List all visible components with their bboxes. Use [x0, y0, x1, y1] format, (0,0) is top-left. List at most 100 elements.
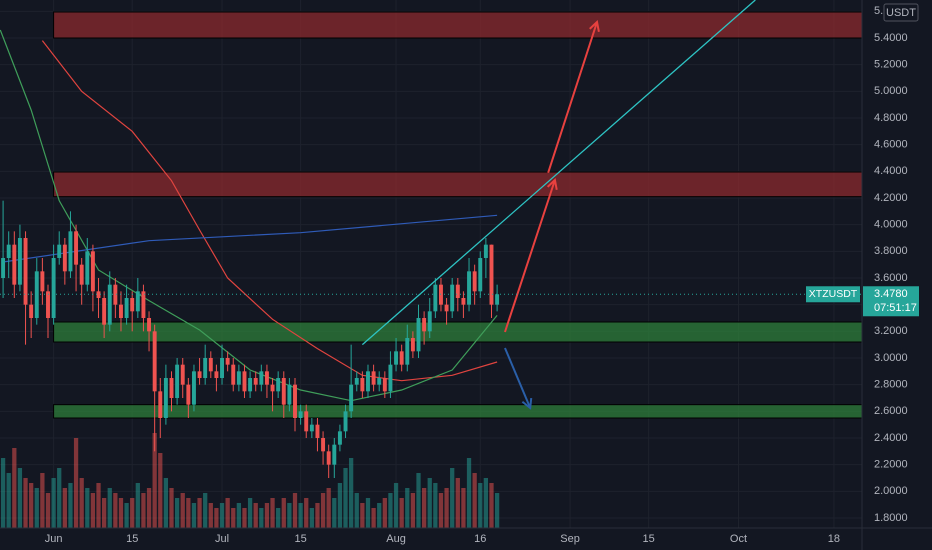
candle-body [287, 384, 292, 405]
volume-bar [57, 468, 62, 528]
volume-bar [163, 478, 169, 528]
volume-bar [208, 503, 213, 528]
volume-bar [292, 493, 298, 528]
volume-bar [253, 503, 258, 528]
volume-bar [102, 498, 107, 528]
x-tick-label: Jun [45, 533, 63, 545]
arrow [504, 179, 556, 333]
candle-body [225, 358, 230, 365]
candle-body [405, 338, 410, 365]
trendline [361, 0, 756, 346]
volume-bar [326, 488, 331, 528]
candle-body [1, 258, 6, 278]
volume-bar [113, 493, 118, 528]
volume-bar [51, 478, 56, 528]
volume-bar [360, 503, 365, 528]
volume-bar [23, 478, 28, 528]
candle-body [416, 318, 421, 352]
candle-body [96, 291, 101, 298]
volume-bar [410, 493, 416, 528]
volume-bar [270, 498, 275, 528]
volume-bar [135, 483, 140, 528]
currency: USDT [886, 7, 916, 19]
volume-bar [96, 483, 101, 528]
candle-body [29, 304, 34, 318]
candle-body [388, 364, 393, 392]
arrow [504, 347, 532, 409]
candle-body [231, 364, 236, 385]
volume-bar [34, 488, 39, 528]
candle-body [422, 318, 427, 332]
candle-body [12, 244, 17, 285]
candle-body [332, 444, 337, 465]
price-label: 3.4780 [874, 288, 908, 300]
candle-body [281, 378, 286, 405]
candle-body [57, 244, 62, 258]
candle-body [119, 304, 123, 318]
volume-bar [349, 458, 354, 528]
candle-body [74, 231, 79, 265]
volume-bar [337, 483, 343, 528]
volume-bar [6, 473, 11, 528]
candle-body [85, 251, 90, 285]
x-tick-label: Sep [560, 533, 580, 545]
candle-body [208, 358, 213, 372]
candle-body [79, 264, 84, 285]
candle-body [130, 298, 135, 312]
volume-bar [0, 458, 6, 528]
volume-bar [281, 498, 286, 528]
volume-bar [225, 498, 230, 528]
y-tick-label: 2.8000 [874, 379, 908, 391]
x-tick-label: 18 [828, 533, 840, 545]
y-tick-label: 1.8000 [874, 512, 908, 524]
arrow-head [589, 20, 600, 33]
volume-bar [68, 483, 73, 528]
currency-badge [883, 3, 919, 22]
volume-bar [298, 503, 303, 528]
candle-body [483, 244, 488, 258]
volume-bar [141, 493, 146, 528]
volume-bar [247, 498, 253, 528]
candle-body [152, 331, 157, 392]
volume-bar [158, 453, 163, 528]
candle-body [293, 384, 297, 418]
candle-body [203, 358, 208, 378]
volume-bar [315, 503, 320, 528]
candle-body [472, 271, 477, 292]
candle-body [40, 271, 45, 292]
moving-average [41, 40, 498, 382]
moving-average [0, 29, 498, 402]
candle-body [360, 378, 365, 392]
candle-body [113, 284, 118, 305]
candle-body [371, 371, 376, 385]
candle-body [51, 258, 56, 318]
volume-bar [45, 493, 51, 528]
candle-body [158, 391, 163, 418]
candle-body [366, 371, 370, 392]
volume-bar [12, 448, 17, 528]
candle-body [467, 271, 471, 305]
candle-body [304, 411, 309, 432]
candle-body [433, 284, 438, 312]
x-tick-label: Jul [215, 533, 229, 545]
volume-bar [444, 488, 449, 528]
candle-body [46, 291, 50, 318]
volume-bar [354, 493, 359, 528]
candle-body [349, 384, 354, 412]
volume-bar [461, 488, 466, 528]
y-tick-label: 3.6000 [874, 272, 908, 284]
volume-bar [343, 468, 348, 528]
volume-bar [489, 483, 494, 528]
volume-bar [416, 473, 421, 528]
volume-bar [483, 478, 489, 528]
volume-bar [236, 503, 242, 528]
volume-bar [388, 493, 393, 528]
candle-body [141, 291, 146, 318]
volume-bar [433, 483, 438, 528]
y-tick-label: 4.6000 [874, 139, 908, 151]
volume-bar [427, 478, 432, 528]
candle-body [253, 378, 258, 385]
candle-body [163, 378, 168, 418]
candle-body [427, 311, 432, 332]
